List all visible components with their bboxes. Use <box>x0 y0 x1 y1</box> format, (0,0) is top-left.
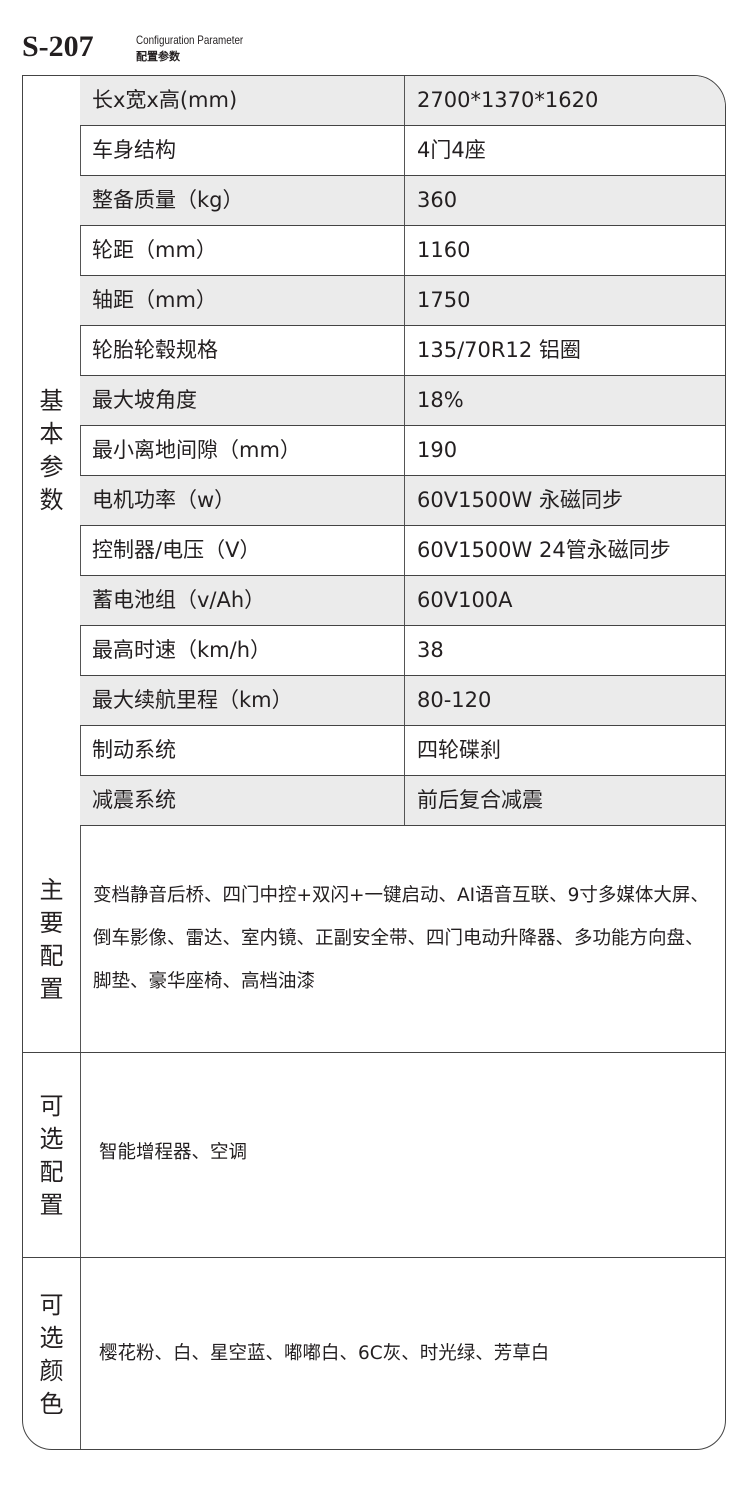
optional-colors-text: 樱花粉、白、星空蓝、嘟嘟白、6C灰、时光绿、芳草白 <box>99 1343 550 1364</box>
label-char: 配 <box>39 941 64 970</box>
label-char: 配 <box>39 1157 64 1186</box>
param-value: 18% <box>404 376 464 425</box>
param-name: 车身结构 <box>92 138 176 162</box>
param-name: 长x宽x高(mm) <box>92 88 238 112</box>
param-value: 1750 <box>404 276 470 325</box>
param-value: 60V1500W 24管永磁同步 <box>404 526 671 575</box>
table-row: 长x宽x高(mm) 2700*1370*1620 <box>80 76 725 126</box>
table-row: 整备质量（kg） 360 <box>80 176 725 226</box>
param-name: 控制器/电压（V） <box>92 538 261 562</box>
section-label-optional-config: 可 选 配 置 <box>23 1053 80 1258</box>
table-row: 最小离地间隙（mm） 190 <box>80 426 725 476</box>
param-name: 蓄电池组（v/Ah） <box>92 588 266 612</box>
param-value: 四轮碟刹 <box>404 726 501 775</box>
param-name: 最大续航里程（km） <box>92 688 293 712</box>
param-name: 制动系统 <box>92 738 176 762</box>
model-title: S-207 <box>22 30 94 63</box>
table-row: 最大续航里程（km） 80-120 <box>80 676 725 726</box>
label-char: 可 <box>39 1290 64 1319</box>
table-row: 轮胎轮毂规格 135/70R12 铝圈 <box>80 326 725 376</box>
table-row: 减震系统 前后复合减震 <box>80 776 725 826</box>
section-optional-colors: 可 选 颜 色 樱花粉、白、星空蓝、嘟嘟白、6C灰、时光绿、芳草白 <box>23 1258 725 1449</box>
param-name: 减震系统 <box>92 788 176 812</box>
param-value: 60V1500W 永磁同步 <box>404 476 623 525</box>
param-name: 轮距（mm） <box>92 238 217 262</box>
label-char: 选 <box>39 1323 64 1352</box>
label-char: 置 <box>39 974 64 1003</box>
param-name: 电机功率（w） <box>92 488 236 512</box>
param-name: 最大坡角度 <box>92 388 197 412</box>
param-value: 190 <box>404 426 457 475</box>
table-row: 蓄电池组（v/Ah） 60V100A <box>80 576 725 626</box>
param-value: 60V100A <box>404 576 513 625</box>
section-label-main-config: 主 要 配 置 <box>23 826 80 1053</box>
subtitle-en: Configuration Parameter <box>136 33 244 47</box>
label-char: 颜 <box>39 1356 64 1385</box>
param-value: 2700*1370*1620 <box>404 76 598 125</box>
label-char: 色 <box>39 1389 64 1418</box>
label-char: 本 <box>39 420 64 448</box>
label-char: 基 <box>39 387 64 415</box>
section-label-optional-colors: 可 选 颜 色 <box>23 1258 80 1449</box>
label-char: 选 <box>39 1124 64 1153</box>
table-row: 最大坡角度 18% <box>80 376 725 426</box>
main-config-text: 变档静音后桥、四门中控+双闪+一键启动、AI语音互联、9寸多媒体大屏、倒车影像、… <box>93 885 709 992</box>
label-char: 参 <box>39 453 64 481</box>
table-row: 最高时速（km/h） 38 <box>80 626 725 676</box>
section-optional-config: 可 选 配 置 智能增程器、空调 <box>23 1053 725 1258</box>
param-name: 最小离地间隙（mm） <box>92 438 301 462</box>
parameter-table: 基 本 参 数 长x宽x高(mm) 2700*1370*1620 车身结构 4门4座整… <box>22 75 726 1450</box>
optional-config-text: 智能增程器、空调 <box>99 1142 248 1163</box>
param-value: 360 <box>404 176 457 225</box>
section-label-basic: 基 本 参 数 <box>23 76 80 826</box>
label-char: 置 <box>39 1190 64 1219</box>
label-char: 主 <box>39 875 64 904</box>
table-row: 电机功率（w） 60V1500W 永磁同步 <box>80 476 725 526</box>
label-column-divider <box>80 76 81 1449</box>
param-value: 4门4座 <box>404 126 486 175</box>
param-value: 前后复合减震 <box>404 776 543 825</box>
subtitle-zh: 配置参数 <box>136 50 180 63</box>
param-value: 80-120 <box>404 676 491 725</box>
label-char: 要 <box>39 908 64 937</box>
param-value: 135/70R12 铝圈 <box>404 326 581 375</box>
param-name: 轴距（mm） <box>92 288 217 312</box>
section-main-config: 主 要 配 置 变档静音后桥、四门中控+双闪+一键启动、AI语音互联、9寸多媒体… <box>23 826 725 1053</box>
label-char: 可 <box>39 1091 64 1120</box>
table-row: 制动系统 四轮碟刹 <box>80 726 725 776</box>
param-name: 整备质量（kg） <box>92 188 244 212</box>
param-name: 最高时速（km/h） <box>92 638 272 662</box>
label-char: 数 <box>39 486 64 514</box>
param-name: 轮胎轮毂规格 <box>92 338 218 362</box>
param-value: 1160 <box>404 226 470 275</box>
table-row: 车身结构 4门4座 <box>80 126 725 176</box>
table-row: 控制器/电压（V） 60V1500W 24管永磁同步 <box>80 526 725 576</box>
param-value: 38 <box>404 626 444 675</box>
table-row: 轴距（mm） 1750 <box>80 276 725 326</box>
table-row: 轮距（mm） 1160 <box>80 226 725 276</box>
